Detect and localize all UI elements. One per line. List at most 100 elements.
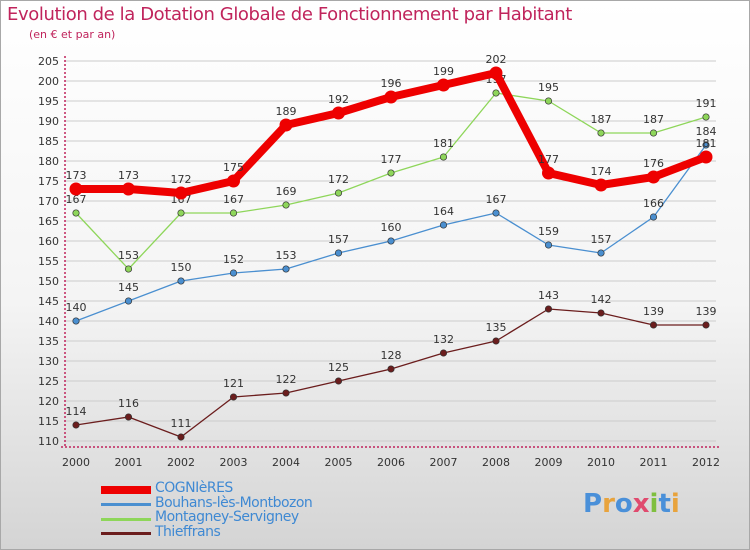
data-label: 166: [643, 197, 664, 210]
x-tick-label: 2009: [535, 456, 563, 469]
data-label: 181: [433, 137, 454, 150]
data-label: 160: [381, 221, 402, 234]
y-tick-label: 195: [38, 95, 59, 108]
data-label: 111: [171, 417, 192, 430]
y-tick-label: 115: [38, 415, 59, 428]
brand-letter: x: [632, 489, 650, 519]
data-point: [72, 209, 80, 217]
y-tick-label: 150: [38, 275, 59, 288]
y-tick-label: 185: [38, 135, 59, 148]
brand-letter: i: [649, 489, 659, 519]
data-label: 167: [223, 193, 244, 206]
data-point: [387, 365, 395, 373]
x-tick-label: 2003: [220, 456, 248, 469]
data-label: 132: [433, 333, 454, 346]
data-point: [542, 166, 555, 180]
data-point: [384, 90, 398, 104]
y-tick-label: 160: [38, 235, 59, 248]
data-point: [387, 237, 395, 245]
y-tick-label: 140: [38, 315, 59, 328]
data-label: 142: [591, 293, 612, 306]
data-label: 145: [118, 281, 139, 294]
data-point: [334, 249, 343, 257]
data-point: [227, 174, 240, 188]
legend-label: Montagney-Servigney: [155, 509, 299, 525]
data-point: [387, 169, 395, 177]
data-label: 172: [171, 173, 192, 186]
x-tick-label: 2006: [377, 456, 405, 469]
data-point: [124, 265, 133, 273]
data-label: 135: [486, 321, 507, 334]
y-tick-label: 135: [38, 335, 59, 348]
brand-logo: Proxiti: [583, 489, 680, 519]
data-label: 157: [328, 233, 349, 246]
data-point: [544, 305, 553, 313]
data-point: [544, 97, 553, 105]
y-axis-ticks: 110 115 120 125 130 135 140 145 150 155 160 165 170 1…: [38, 55, 59, 448]
chart-title: Evolution de la Dotation Globale de Fonc…: [7, 4, 572, 25]
data-label: 152: [223, 253, 244, 266]
data-label: 122: [276, 373, 297, 386]
y-tick-label: 110: [38, 435, 59, 448]
x-tick-label: 2010: [587, 456, 615, 469]
data-point: [597, 309, 605, 317]
y-tick-label: 175: [38, 175, 59, 188]
brand-letter: o: [614, 489, 633, 519]
data-point: [332, 106, 345, 120]
y-tick-label: 165: [38, 215, 59, 228]
data-point: [72, 421, 80, 429]
data-point: [702, 113, 710, 121]
data-label: 196: [381, 77, 402, 90]
data-label: 167: [66, 193, 87, 206]
y-tick-label: 125: [38, 375, 59, 388]
data-point: [597, 129, 605, 137]
data-label: 173: [66, 169, 87, 182]
y-tick-label: 205: [38, 55, 59, 68]
data-point: [597, 249, 605, 257]
data-label: 150: [171, 261, 192, 274]
data-label: 157: [591, 233, 612, 246]
data-point: [492, 89, 500, 97]
series-bouhans-l-s-montbozon: 140 145 150 152 153 157 160 164 167 159 157 166 184: [66, 125, 717, 325]
data-label: 172: [328, 173, 349, 186]
data-point: [647, 170, 660, 184]
data-label: 189: [276, 105, 297, 118]
data-point: [702, 321, 710, 329]
legend-label: Bouhans-lès-Montbozon: [155, 494, 313, 511]
data-point: [124, 413, 133, 421]
data-label: 116: [118, 397, 139, 410]
data-label: 187: [643, 113, 664, 126]
x-tick-label: 2012: [692, 456, 720, 469]
data-point: [649, 213, 658, 221]
data-label: 114: [66, 405, 87, 418]
y-tick-label: 180: [38, 155, 59, 168]
data-point: [229, 209, 238, 217]
data-label: 202: [486, 53, 507, 66]
data-point: [544, 241, 553, 249]
data-label: 195: [538, 81, 559, 94]
data-label: 153: [276, 249, 297, 262]
series-thieffrans: 114 116 111 121 122 125 128 132 135 143 142 139 139: [66, 289, 717, 441]
data-point: [649, 321, 658, 329]
data-point: [334, 377, 343, 385]
data-point: [594, 178, 608, 192]
x-tick-label: 2001: [115, 456, 143, 469]
y-tick-label: 155: [38, 255, 59, 268]
legend-swatch: [101, 532, 151, 535]
brand-letter: r: [602, 489, 615, 519]
data-point: [174, 186, 188, 200]
chart-subtitle: (en € et par an): [29, 28, 116, 41]
data-label: 187: [591, 113, 612, 126]
data-label: 169: [276, 185, 297, 198]
data-label: 175: [223, 161, 244, 174]
data-label: 184: [696, 125, 717, 138]
data-point: [282, 201, 290, 209]
x-tick-label: 2005: [325, 456, 353, 469]
data-label: 121: [223, 377, 244, 390]
data-label: 177: [381, 153, 402, 166]
x-tick-label: 2004: [272, 456, 300, 469]
data-point: [177, 277, 185, 285]
y-tick-label: 130: [38, 355, 59, 368]
